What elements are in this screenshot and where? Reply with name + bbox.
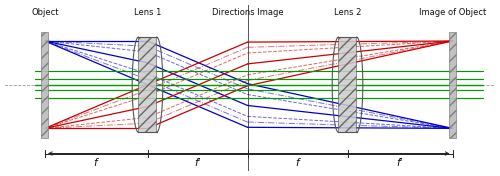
Text: Lens 2: Lens 2 [334, 8, 361, 17]
Bar [138, 37, 156, 132]
Text: Object: Object [31, 8, 59, 17]
Text: f: f [93, 158, 97, 168]
Text: Lens 1: Lens 1 [134, 8, 161, 17]
Bar [449, 32, 456, 138]
Text: f': f' [194, 158, 201, 168]
Text: f: f [296, 158, 300, 168]
Text: Image of Object: Image of Object [419, 8, 486, 17]
Text: Directions Image: Directions Image [212, 8, 284, 17]
Text: f': f' [397, 158, 403, 168]
Bar [42, 32, 48, 138]
Bar [338, 37, 356, 132]
